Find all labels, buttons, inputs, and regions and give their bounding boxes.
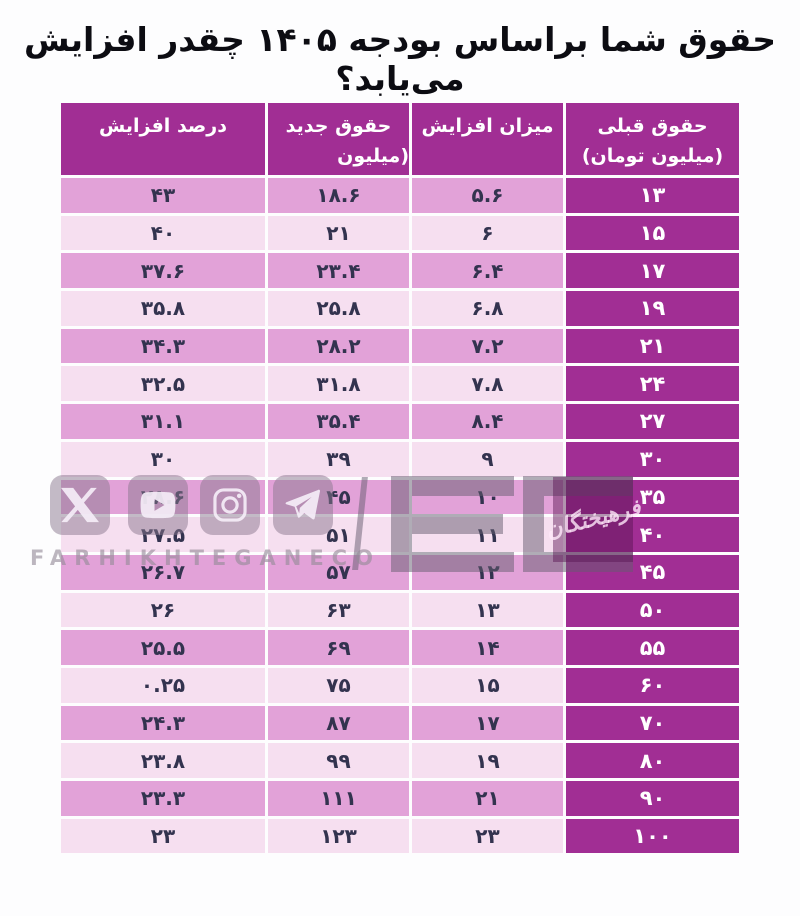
cell-increase-amount: ۲۱ bbox=[412, 781, 563, 816]
cell-percent-increase: ۰.۲۵ bbox=[61, 667, 265, 703]
header-line: (میلیون تومان) bbox=[581, 145, 724, 168]
cell-percent-increase: ۳۴.۳ bbox=[61, 328, 265, 364]
cell-new-salary: ۸۷ bbox=[268, 705, 409, 741]
cell-increase-amount: ۶.۸ bbox=[412, 291, 563, 326]
cell-new-salary: ۵۱ bbox=[268, 517, 409, 552]
cell-increase-amount: ۵.۶ bbox=[412, 178, 563, 213]
cell-percent-increase: ۲۸.۶ bbox=[61, 479, 265, 515]
header-increase-amount: میزان افزایش bbox=[412, 103, 563, 175]
cell-previous-salary: ۲۴ bbox=[566, 366, 739, 402]
cell-new-salary: ۱۸.۶ bbox=[268, 178, 409, 213]
cell-previous-salary: ۱۹ bbox=[566, 291, 739, 326]
cell-increase-amount: ۷.۲ bbox=[412, 328, 563, 364]
cell-new-salary: ۲۳.۴ bbox=[268, 253, 409, 289]
cell-new-salary: ۶۹ bbox=[268, 630, 409, 665]
header-line: حقوق قبلی bbox=[597, 115, 708, 137]
cell-previous-salary: ۴۰ bbox=[566, 517, 739, 552]
cell-new-salary: ۳۹ bbox=[268, 441, 409, 477]
cell-percent-increase: ۲۳ bbox=[61, 818, 265, 854]
cell-increase-amount: ۱۰ bbox=[412, 479, 563, 515]
cell-previous-salary: ۳۰ bbox=[566, 441, 739, 477]
cell-increase-amount: ۷.۸ bbox=[412, 366, 563, 402]
cell-percent-increase: ۳۲.۵ bbox=[61, 366, 265, 402]
header-line: درصد افزایش bbox=[99, 115, 227, 137]
cell-previous-salary: ۸۰ bbox=[566, 743, 739, 778]
cell-increase-amount: ۸.۴ bbox=[412, 404, 563, 439]
cell-new-salary: ۱۱۱ bbox=[268, 781, 409, 816]
cell-previous-salary: ۲۷ bbox=[566, 404, 739, 439]
cell-increase-amount: ۶.۴ bbox=[412, 253, 563, 289]
cell-new-salary: ۶۳ bbox=[268, 592, 409, 628]
cell-new-salary: ۳۱.۸ bbox=[268, 366, 409, 402]
cell-percent-increase: ۲۵.۵ bbox=[61, 630, 265, 665]
page-title: حقوق شما براساس بودجه ۱۴۰۵ چقدر افزایش م… bbox=[23, 20, 777, 98]
cell-increase-amount: ۹ bbox=[412, 441, 563, 477]
cell-new-salary: ۲۱ bbox=[268, 215, 409, 251]
cell-percent-increase: ۳۵.۸ bbox=[61, 291, 265, 326]
cell-previous-salary: ۱۰۰ bbox=[566, 818, 739, 854]
cell-percent-increase: ۳۷.۶ bbox=[61, 253, 265, 289]
cell-increase-amount: ۱۴ bbox=[412, 630, 563, 665]
cell-increase-amount: ۱۷ bbox=[412, 705, 563, 741]
cell-percent-increase: ۲۴.۳ bbox=[61, 705, 265, 741]
cell-previous-salary: ۹۰ bbox=[566, 781, 739, 816]
cell-previous-salary: ۴۵ bbox=[566, 554, 739, 590]
header-new-salary: حقوق جدید (میلیون تومان) bbox=[268, 103, 409, 198]
cell-increase-amount: ۱۵ bbox=[412, 667, 563, 703]
cell-percent-increase: ۲۶.۷ bbox=[61, 554, 265, 590]
cell-increase-amount: ۱۱ bbox=[412, 517, 563, 552]
cell-increase-amount: ۶ bbox=[412, 215, 563, 251]
salary-table: حقوق قبلی (میلیون تومان) میزان افزایش حق… bbox=[61, 103, 739, 854]
cell-percent-increase: ۴۳ bbox=[61, 178, 265, 213]
cell-new-salary: ۳۵.۴ bbox=[268, 404, 409, 439]
cell-previous-salary: ۱۵ bbox=[566, 215, 739, 251]
cell-percent-increase: ۳۱.۱ bbox=[61, 404, 265, 439]
cell-new-salary: ۴۵ bbox=[268, 479, 409, 515]
cell-percent-increase: ۴۰ bbox=[61, 215, 265, 251]
cell-increase-amount: ۲۳ bbox=[412, 818, 563, 854]
cell-previous-salary: ۲۱ bbox=[566, 328, 739, 364]
cell-previous-salary: ۵۰ bbox=[566, 592, 739, 628]
cell-previous-salary: ۶۰ bbox=[566, 667, 739, 703]
cell-new-salary: ۹۹ bbox=[268, 743, 409, 778]
cell-percent-increase: ۳۰ bbox=[61, 441, 265, 477]
cell-previous-salary: ۷۰ bbox=[566, 705, 739, 741]
cell-percent-increase: ۲۷.۵ bbox=[61, 517, 265, 552]
cell-previous-salary: ۳۵ bbox=[566, 479, 739, 515]
cell-previous-salary: ۱۳ bbox=[566, 178, 739, 213]
cell-previous-salary: ۵۵ bbox=[566, 630, 739, 665]
cell-new-salary: ۲۸.۲ bbox=[268, 328, 409, 364]
cell-increase-amount: ۱۳ bbox=[412, 592, 563, 628]
header-previous-salary: حقوق قبلی (میلیون تومان) bbox=[566, 103, 739, 175]
cell-percent-increase: ۲۳.۸ bbox=[61, 743, 265, 778]
cell-increase-amount: ۱۲ bbox=[412, 554, 563, 590]
cell-new-salary: ۱۲۳ bbox=[268, 818, 409, 854]
cell-increase-amount: ۱۹ bbox=[412, 743, 563, 778]
header-percent-increase: درصد افزایش bbox=[61, 103, 265, 175]
cell-percent-increase: ۲۳.۳ bbox=[61, 781, 265, 816]
cell-new-salary: ۵۷ bbox=[268, 554, 409, 590]
cell-previous-salary: ۱۷ bbox=[566, 253, 739, 289]
cell-new-salary: ۷۵ bbox=[268, 667, 409, 703]
header-line: حقوق جدید bbox=[285, 115, 392, 137]
cell-percent-increase: ۲۶ bbox=[61, 592, 265, 628]
cell-new-salary: ۲۵.۸ bbox=[268, 291, 409, 326]
header-line: میزان افزایش bbox=[421, 115, 554, 137]
